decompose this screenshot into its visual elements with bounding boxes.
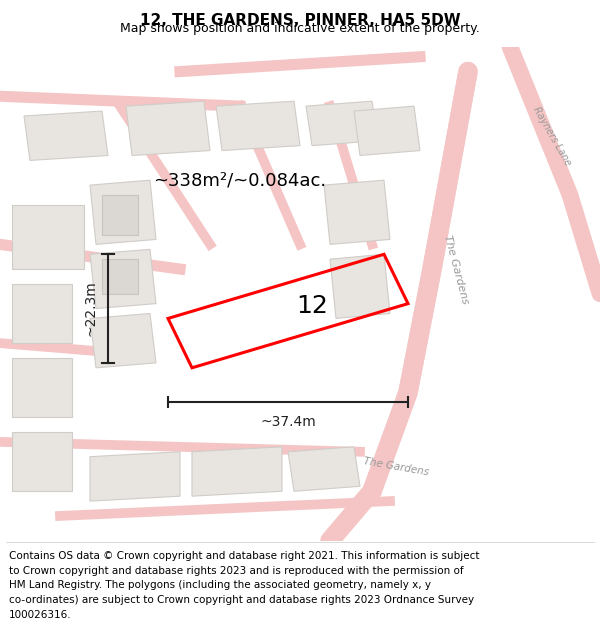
Text: The Gardens: The Gardens <box>362 456 430 478</box>
Polygon shape <box>12 284 72 343</box>
Polygon shape <box>24 111 108 161</box>
Text: Rayners Lane: Rayners Lane <box>531 104 573 167</box>
Text: ~37.4m: ~37.4m <box>260 415 316 429</box>
Polygon shape <box>126 101 210 156</box>
Polygon shape <box>330 254 390 318</box>
Text: to Crown copyright and database rights 2023 and is reproduced with the permissio: to Crown copyright and database rights 2… <box>9 566 464 576</box>
Polygon shape <box>90 452 180 501</box>
Polygon shape <box>288 447 360 491</box>
Polygon shape <box>324 180 390 244</box>
Text: 12: 12 <box>296 294 328 318</box>
Text: HM Land Registry. The polygons (including the associated geometry, namely x, y: HM Land Registry. The polygons (includin… <box>9 580 431 590</box>
Text: ~22.3m: ~22.3m <box>83 281 97 336</box>
Polygon shape <box>102 195 138 234</box>
Text: 12, THE GARDENS, PINNER, HA5 5DW: 12, THE GARDENS, PINNER, HA5 5DW <box>140 13 460 28</box>
Polygon shape <box>12 358 72 418</box>
Polygon shape <box>306 101 378 146</box>
Text: co-ordinates) are subject to Crown copyright and database rights 2023 Ordnance S: co-ordinates) are subject to Crown copyr… <box>9 595 474 605</box>
Polygon shape <box>90 314 156 368</box>
Polygon shape <box>192 447 282 496</box>
Text: Map shows position and indicative extent of the property.: Map shows position and indicative extent… <box>120 22 480 35</box>
Text: Contains OS data © Crown copyright and database right 2021. This information is : Contains OS data © Crown copyright and d… <box>9 551 479 561</box>
Polygon shape <box>12 205 84 269</box>
Text: ~338m²/~0.084ac.: ~338m²/~0.084ac. <box>154 171 326 189</box>
Polygon shape <box>102 259 138 294</box>
Polygon shape <box>90 249 156 309</box>
Polygon shape <box>12 432 72 491</box>
Text: The Gardens: The Gardens <box>442 234 470 304</box>
Polygon shape <box>90 180 156 244</box>
Polygon shape <box>216 101 300 151</box>
Polygon shape <box>354 106 420 156</box>
Text: 100026316.: 100026316. <box>9 610 71 620</box>
